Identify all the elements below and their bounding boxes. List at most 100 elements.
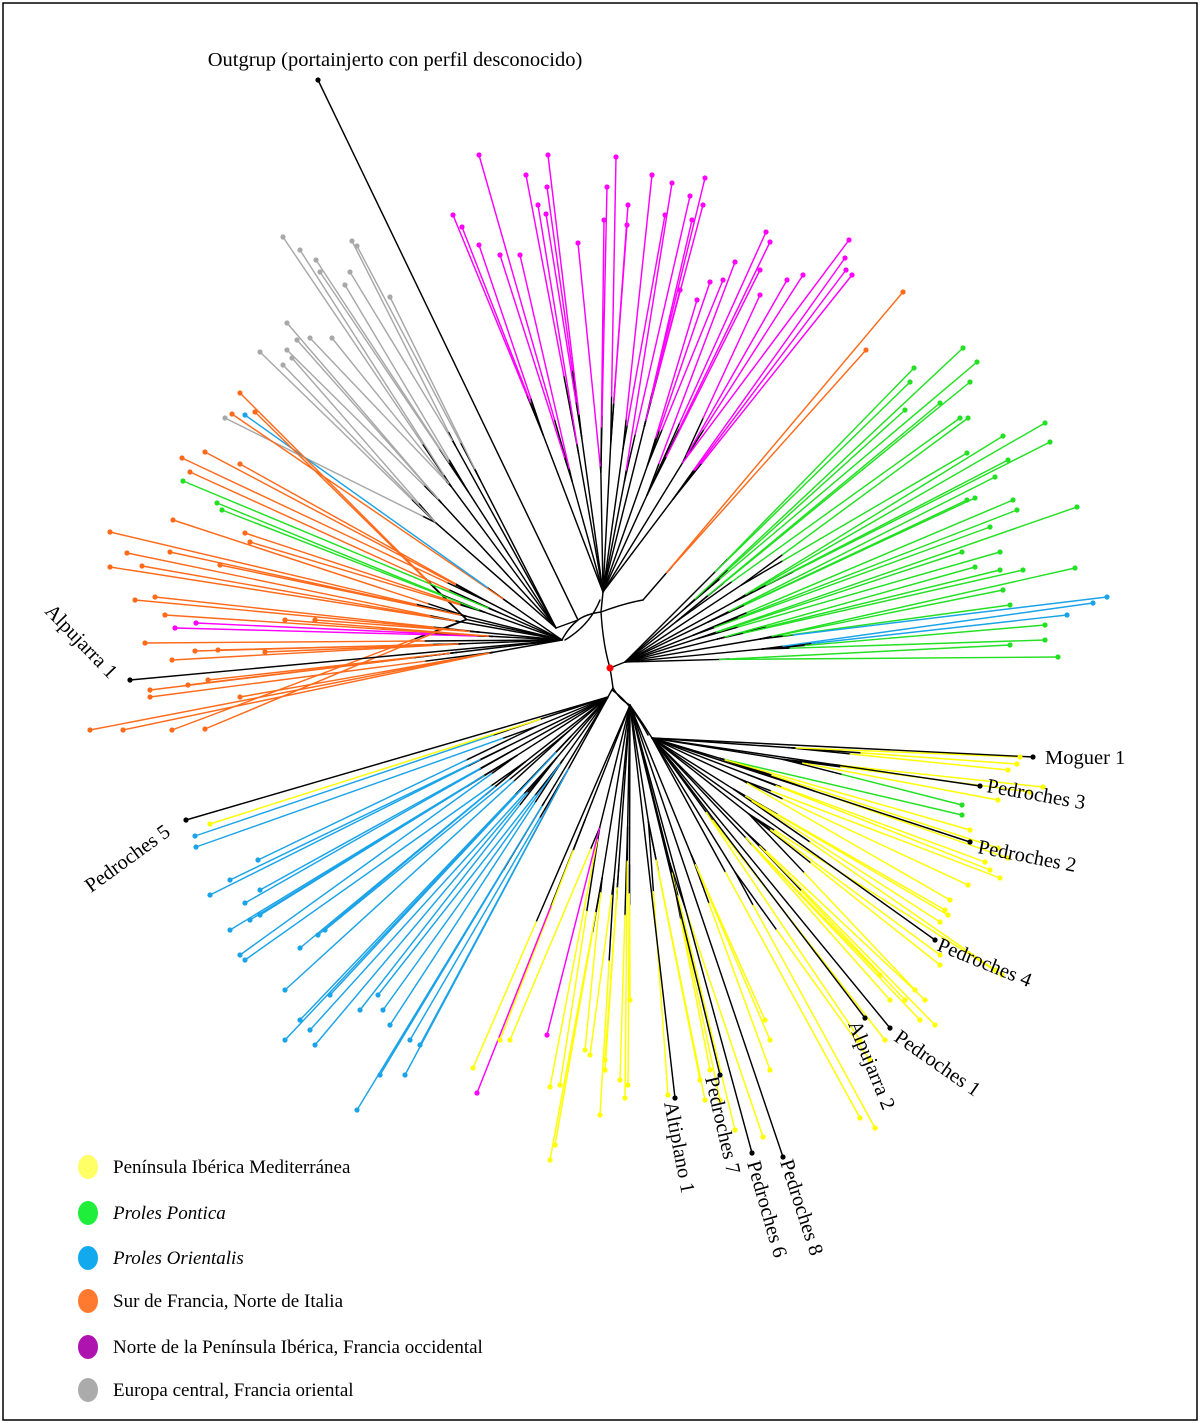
tip-node xyxy=(124,550,130,556)
terminal-branch xyxy=(286,322,433,493)
internal-branch xyxy=(448,651,457,655)
internal-branch xyxy=(504,696,609,749)
tip-node xyxy=(1072,565,1078,571)
tip-node xyxy=(749,1150,755,1156)
terminal-branch xyxy=(804,624,1046,647)
tip-node xyxy=(1064,612,1070,618)
internal-branch xyxy=(516,696,609,757)
tip-node xyxy=(192,648,198,654)
tip-node xyxy=(227,877,233,883)
tip-node xyxy=(997,549,1003,555)
tip-node xyxy=(992,967,998,973)
terminal-branch xyxy=(719,361,978,580)
terminal-branch xyxy=(745,435,1004,596)
terminal-branch xyxy=(752,422,1046,592)
terminal-branch xyxy=(499,254,566,459)
tip-node xyxy=(237,952,243,958)
labeled-tip-branch xyxy=(651,737,1034,758)
terminal-branch xyxy=(782,798,969,886)
tip-node xyxy=(552,1142,558,1148)
internal-branch xyxy=(701,828,727,873)
terminal-branch xyxy=(758,845,936,1026)
terminal-branch xyxy=(751,800,941,923)
tip-node xyxy=(1014,761,1020,767)
tip-node xyxy=(967,839,973,845)
terminal-branch xyxy=(537,204,578,445)
tip-node xyxy=(193,844,199,850)
tip-node xyxy=(959,802,965,808)
tip-node xyxy=(1047,439,1053,445)
legend-label: Europa central, Francia oriental xyxy=(113,1380,354,1401)
labeled-tip-branch xyxy=(317,79,579,621)
tip-node xyxy=(995,797,1001,803)
tip-node xyxy=(169,727,175,733)
internal-branch xyxy=(562,696,609,761)
terminal-branch xyxy=(309,337,447,482)
backbone-branch xyxy=(564,599,601,641)
tip-node xyxy=(357,1007,363,1013)
terminal-branch xyxy=(722,381,971,584)
tip-node xyxy=(1074,504,1080,510)
internal-branch xyxy=(602,480,626,593)
tip-node xyxy=(247,917,253,923)
tip-node xyxy=(877,972,883,978)
tip-node xyxy=(322,927,328,933)
internal-branch xyxy=(535,866,561,923)
terminal-branch xyxy=(389,296,476,470)
terminal-branch xyxy=(779,589,1004,636)
terminal-branch xyxy=(231,413,504,600)
terminal-branch xyxy=(282,364,436,523)
tip-node xyxy=(474,1090,480,1096)
internal-branch xyxy=(598,704,631,829)
root-node xyxy=(606,664,614,672)
tip-label-moguer-1: Moguer 1 xyxy=(1045,747,1125,769)
terminal-branch xyxy=(752,904,876,1129)
internal-branch xyxy=(523,756,558,795)
internal-branch xyxy=(624,607,687,663)
terminal-branch xyxy=(207,652,451,681)
terminal-branch xyxy=(599,960,610,1116)
terminal-branch xyxy=(254,411,431,585)
terminal-branch xyxy=(224,417,424,517)
tip-node xyxy=(687,193,693,199)
tip-node xyxy=(843,267,849,273)
terminal-branch xyxy=(724,758,963,816)
terminal-branch xyxy=(189,471,450,591)
tip-node xyxy=(587,1052,593,1058)
internal-branch xyxy=(516,696,609,749)
internal-branch xyxy=(600,471,604,593)
terminal-branch xyxy=(776,813,946,911)
terminal-branch xyxy=(715,506,1078,633)
tip-node xyxy=(1042,622,1048,628)
internal-branch xyxy=(478,631,563,641)
internal-branch xyxy=(602,443,612,593)
labeled-tip-branch xyxy=(651,737,971,843)
tip-node xyxy=(217,562,223,568)
terminal-branch xyxy=(742,569,1024,634)
tip-node xyxy=(857,1037,863,1043)
internal-branch xyxy=(421,515,437,524)
tip-node xyxy=(977,783,983,789)
terminal-branch xyxy=(703,274,804,431)
terminal-branch xyxy=(610,156,617,398)
terminal-branch xyxy=(314,791,529,1046)
terminal-branch xyxy=(702,294,761,419)
terminal-branch xyxy=(685,279,788,457)
terminal-branch xyxy=(625,174,653,421)
tip-node xyxy=(887,1025,893,1031)
internal-branch xyxy=(651,737,750,815)
terminal-branch xyxy=(194,734,494,837)
tip-node xyxy=(902,407,908,413)
terminal-branch xyxy=(792,441,1051,573)
tip-node xyxy=(997,875,1003,881)
terminal-branch xyxy=(782,602,1094,647)
tip-node xyxy=(387,294,393,300)
terminal-branch xyxy=(299,249,445,476)
internal-branch xyxy=(739,778,749,785)
terminal-branch xyxy=(229,758,481,881)
tip-node xyxy=(497,252,503,258)
internal-branch xyxy=(602,498,674,593)
tip-node xyxy=(544,184,550,190)
backbone-branch xyxy=(612,687,631,706)
terminal-branch xyxy=(259,351,413,500)
